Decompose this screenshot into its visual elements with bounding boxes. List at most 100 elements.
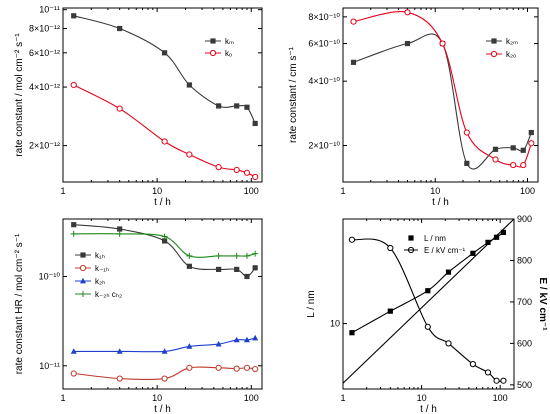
y-tick-label: 8×10⁻¹² — [29, 24, 60, 34]
series-3 — [342, 218, 515, 384]
series-line — [73, 15, 256, 124]
data-point — [500, 229, 507, 236]
legend-label: k₁ₕ — [95, 251, 105, 260]
legend-item: k₂ₘ — [486, 37, 518, 46]
data-point — [425, 288, 431, 294]
data-point — [252, 334, 259, 341]
data-point — [243, 336, 250, 343]
y2-tick-label: 800 — [517, 255, 532, 265]
plot-frame — [62, 218, 263, 390]
data-point — [252, 173, 259, 181]
chart-panel-4: 1 10 100 10 500 600 700 800 900 t / h L / nm E / kV… — [306, 214, 548, 414]
y-tick-label: 4×10⁻¹² — [29, 82, 60, 92]
data-point — [492, 146, 499, 152]
y-axis-label: L / nm — [306, 290, 317, 317]
series-line — [353, 11, 532, 168]
x-tick-label: 1 — [60, 186, 65, 196]
series-3 — [70, 334, 259, 354]
y-tick-label: 6×10⁻¹² — [29, 48, 60, 58]
data-point — [216, 103, 222, 109]
data-point — [439, 40, 446, 47]
y-tick-label: 10⁻¹¹ — [39, 5, 60, 15]
data-point — [116, 348, 123, 354]
series-4 — [70, 230, 259, 259]
data-point — [70, 370, 77, 377]
y-axis-label: rate constant / cm s⁻¹ — [288, 46, 299, 143]
y-tick-label: 6×10⁻¹⁰ — [308, 39, 340, 49]
data-point — [161, 375, 168, 382]
data-point — [117, 25, 123, 32]
y2-tick-label: 500 — [517, 380, 532, 390]
series-2 — [70, 364, 259, 382]
data-point — [243, 364, 251, 371]
legend-marker — [408, 235, 414, 241]
y2-tick-label: 900 — [517, 214, 532, 224]
data-point — [510, 145, 516, 151]
legend-label: E / kV cm⁻¹ — [424, 246, 465, 255]
data-point — [484, 369, 492, 376]
y2-tick-label: 700 — [517, 297, 532, 307]
data-point — [186, 151, 193, 158]
data-point — [161, 348, 168, 354]
data-point — [500, 377, 507, 384]
data-point — [350, 59, 357, 65]
data-point — [252, 120, 258, 127]
data-point — [510, 161, 517, 169]
x-tick-label: 1 — [340, 393, 345, 403]
data-point — [404, 9, 411, 16]
x-tick-label: 10 — [152, 186, 162, 196]
y-tick-label: 2×10⁻¹² — [29, 141, 60, 151]
x-axis-label: t / h — [432, 197, 449, 208]
y2-axis-label: E / kV cm⁻¹ — [537, 277, 548, 331]
legend-label: k₋₁ₕ — [95, 264, 109, 273]
data-point — [215, 340, 222, 347]
data-point — [387, 244, 394, 252]
data-point — [161, 138, 168, 145]
data-point — [492, 156, 499, 163]
data-point — [464, 160, 470, 166]
x-axis-label: t / h — [420, 404, 437, 414]
data-point — [493, 234, 500, 240]
plot-frame — [342, 7, 539, 183]
legend-marker — [80, 277, 86, 284]
y-tick-label: 10⁻¹⁰ — [39, 271, 61, 281]
data-point — [186, 263, 192, 269]
x-axis-label: t / h — [154, 404, 171, 414]
data-point — [215, 364, 222, 371]
legend-item: k₂ₒ — [486, 50, 516, 59]
legend-item: k₁ₕ — [75, 251, 105, 260]
legend-marker — [210, 38, 216, 44]
data-point — [349, 330, 355, 336]
data-point — [252, 265, 258, 271]
data-point — [216, 266, 222, 273]
x-axis-label: t / h — [154, 197, 171, 208]
data-point — [445, 269, 452, 275]
legend-label: k₂ₕ — [95, 277, 105, 286]
legend-item: k₋₂ₕ cₕ₂ — [75, 290, 122, 299]
data-point — [350, 18, 357, 25]
data-point — [485, 239, 491, 245]
legend-item: k₋₁ₕ — [75, 264, 109, 273]
data-point — [244, 104, 250, 110]
data-point — [243, 169, 251, 176]
data-point — [233, 166, 240, 174]
legend-marker — [80, 252, 86, 258]
legend-item: E / kV cm⁻¹ — [404, 246, 465, 255]
data-point — [463, 129, 470, 136]
data-point — [424, 323, 431, 330]
data-point — [116, 375, 123, 382]
plot-frame — [342, 218, 515, 390]
data-point — [186, 82, 192, 88]
legend-item: k₂ₕ — [75, 277, 105, 286]
legend-item: L / nm — [408, 234, 446, 243]
data-point — [186, 364, 193, 371]
data-point — [71, 222, 77, 228]
series-1 — [71, 13, 258, 127]
data-point — [520, 147, 526, 153]
data-point — [445, 340, 452, 347]
data-point — [348, 236, 356, 243]
legend-marker — [209, 49, 217, 57]
legend-label: kₘ — [225, 37, 234, 46]
series-line — [353, 33, 532, 170]
x-tick-label: 10 — [430, 186, 440, 196]
